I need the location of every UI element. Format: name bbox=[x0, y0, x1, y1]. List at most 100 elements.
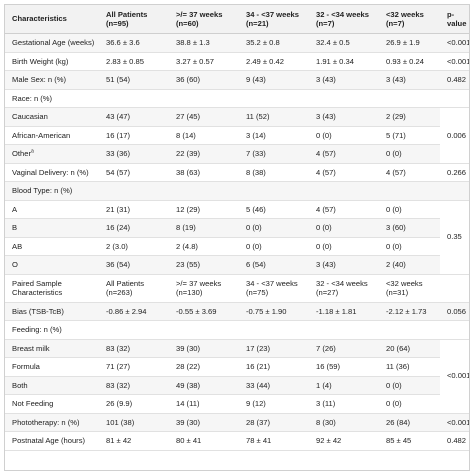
cell-32-34: 0 (0) bbox=[309, 218, 379, 238]
cell-32-34: 3 (11) bbox=[309, 394, 379, 414]
cell-34-37: 8 (38) bbox=[239, 163, 309, 182]
cell-ge37: >/= 37 weeks (n=130) bbox=[169, 274, 239, 303]
header-lt32: <32 weeks (n=7) bbox=[379, 5, 440, 34]
table-row: B 16 (24) 8 (19) 0 (0) 0 (0) 3 (60) bbox=[5, 218, 469, 238]
row-label: AB bbox=[5, 237, 99, 256]
cell-all: 16 (17) bbox=[99, 126, 169, 145]
cell-32-34: 3 (43) bbox=[309, 107, 379, 127]
cell-ge37: 12 (29) bbox=[169, 200, 239, 219]
header-34-37: 34 - <37 weeks (n=21) bbox=[239, 5, 309, 34]
characteristics-table: Characteristics All Patients (n=95) >/= … bbox=[5, 5, 469, 451]
cell-lt32: 26 (84) bbox=[379, 413, 440, 432]
row-label: Vaginal Delivery: n (%) bbox=[5, 163, 99, 182]
row-label: A bbox=[5, 200, 99, 219]
header-ge37: >/= 37 weeks (n=60) bbox=[169, 5, 239, 34]
cell-32-34: 32 - <34 weeks (n=27) bbox=[309, 274, 379, 303]
cell-all: 83 (32) bbox=[99, 339, 169, 358]
cell-pvalue: <0.001 bbox=[440, 33, 469, 53]
cell-32-34: 1.91 ± 0.34 bbox=[309, 52, 379, 71]
cell-32-34 bbox=[309, 181, 379, 201]
table-row: Feeding: n (%) bbox=[5, 320, 469, 340]
cell-all: 51 (54) bbox=[99, 70, 169, 90]
header-all-patients: All Patients (n=95) bbox=[99, 5, 169, 34]
cell-ge37: 80 ± 41 bbox=[169, 431, 239, 451]
cell-ge37: -0.55 ± 3.69 bbox=[169, 302, 239, 321]
cell-all: 36.6 ± 3.6 bbox=[99, 33, 169, 53]
cell-ge37: 8 (14) bbox=[169, 126, 239, 145]
cell-pvalue: 0.056 bbox=[440, 302, 469, 321]
cell-34-37: 9 (12) bbox=[239, 394, 309, 414]
cell-lt32: 26.9 ± 1.9 bbox=[379, 33, 440, 53]
cell-lt32: 0 (0) bbox=[379, 376, 440, 395]
cell-all: -0.86 ± 2.94 bbox=[99, 302, 169, 321]
cell-lt32: 0.93 ± 0.24 bbox=[379, 52, 440, 71]
cell-lt32 bbox=[379, 320, 440, 340]
cell-pvalue: 0.482 bbox=[440, 431, 469, 451]
footnote-marker: a bbox=[31, 148, 34, 155]
table-frame: Characteristics All Patients (n=95) >/= … bbox=[4, 4, 470, 471]
table-row: Postnatal Age (hours) 81 ± 42 80 ± 41 78… bbox=[5, 431, 469, 451]
cell-32-34: 3 (43) bbox=[309, 70, 379, 90]
cell-lt32 bbox=[379, 181, 440, 201]
row-label: Othera bbox=[5, 144, 99, 164]
cell-32-34: 0 (0) bbox=[309, 237, 379, 256]
table-row: Gestational Age (weeks) 36.6 ± 3.6 38.8 … bbox=[5, 33, 469, 53]
cell-pvalue-feeding: <0.001 bbox=[440, 339, 469, 414]
cell-ge37: 14 (11) bbox=[169, 394, 239, 414]
cell-34-37: 9 (43) bbox=[239, 70, 309, 90]
cell-32-34: 4 (57) bbox=[309, 144, 379, 164]
cell-34-37: -0.75 ± 1.90 bbox=[239, 302, 309, 321]
cell-ge37: 2 (4.8) bbox=[169, 237, 239, 256]
cell-34-37: 2.49 ± 0.42 bbox=[239, 52, 309, 71]
cell-34-37: 33 (44) bbox=[239, 376, 309, 395]
cell-32-34 bbox=[309, 89, 379, 108]
row-label-text: Other bbox=[12, 149, 31, 159]
cell-all bbox=[99, 89, 169, 108]
cell-all: 43 (47) bbox=[99, 107, 169, 127]
row-label: O bbox=[5, 255, 99, 275]
table-row: Breast milk 83 (32) 39 (30) 17 (23) 7 (2… bbox=[5, 339, 469, 414]
cell-34-37: 34 - <37 weeks (n=75) bbox=[239, 274, 309, 303]
cell-all: 83 (32) bbox=[99, 376, 169, 395]
cell-pvalue-race: 0.006 bbox=[440, 107, 469, 164]
cell-34-37: 6 (54) bbox=[239, 255, 309, 275]
cell-ge37: 39 (30) bbox=[169, 339, 239, 358]
cell-32-34: 0 (0) bbox=[309, 126, 379, 145]
cell-all: 36 (54) bbox=[99, 255, 169, 275]
cell-ge37: 8 (19) bbox=[169, 218, 239, 238]
cell-ge37: 23 (55) bbox=[169, 255, 239, 275]
cell-lt32: 20 (64) bbox=[379, 339, 440, 358]
cell-34-37: 28 (37) bbox=[239, 413, 309, 432]
cell-34-37: 0 (0) bbox=[239, 218, 309, 238]
cell-34-37 bbox=[239, 320, 309, 340]
row-label: Both bbox=[5, 376, 99, 395]
table-row: Phototherapy: n (%) 101 (38) 39 (30) 28 … bbox=[5, 413, 469, 432]
cell-pvalue-blood-type: 0.35 bbox=[440, 200, 469, 275]
cell-34-37: 78 ± 41 bbox=[239, 431, 309, 451]
cell-ge37: 36 (60) bbox=[169, 70, 239, 90]
cell-32-34: 8 (30) bbox=[309, 413, 379, 432]
table-row: Both 83 (32) 49 (38) 33 (44) 1 (4) 0 (0) bbox=[5, 376, 469, 395]
table-row: African-American 16 (17) 8 (14) 3 (14) 0… bbox=[5, 126, 469, 145]
row-label: African-American bbox=[5, 126, 99, 145]
cell-lt32: <32 weeks (n=31) bbox=[379, 274, 440, 303]
cell-lt32: 0 (0) bbox=[379, 394, 440, 414]
row-label: Feeding: n (%) bbox=[5, 320, 99, 340]
cell-all: 16 (24) bbox=[99, 218, 169, 238]
cell-pvalue bbox=[440, 181, 469, 201]
header-32-34: 32 - <34 weeks (n=7) bbox=[309, 5, 379, 34]
row-label: Bias (TSB-TcB) bbox=[5, 302, 99, 321]
cell-lt32: 2 (29) bbox=[379, 107, 440, 127]
cell-all bbox=[99, 181, 169, 201]
row-label: Gestational Age (weeks) bbox=[5, 33, 99, 53]
table-row: Blood Type: n (%) bbox=[5, 181, 469, 201]
cell-32-34 bbox=[309, 320, 379, 340]
row-label: B bbox=[5, 218, 99, 238]
cell-all: 26 (9.9) bbox=[99, 394, 169, 414]
cell-lt32: 5 (71) bbox=[379, 126, 440, 145]
cell-32-34: 3 (43) bbox=[309, 255, 379, 275]
cell-lt32: 11 (36) bbox=[379, 357, 440, 377]
cell-lt32 bbox=[379, 89, 440, 108]
cell-all bbox=[99, 320, 169, 340]
row-label: Postnatal Age (hours) bbox=[5, 431, 99, 451]
